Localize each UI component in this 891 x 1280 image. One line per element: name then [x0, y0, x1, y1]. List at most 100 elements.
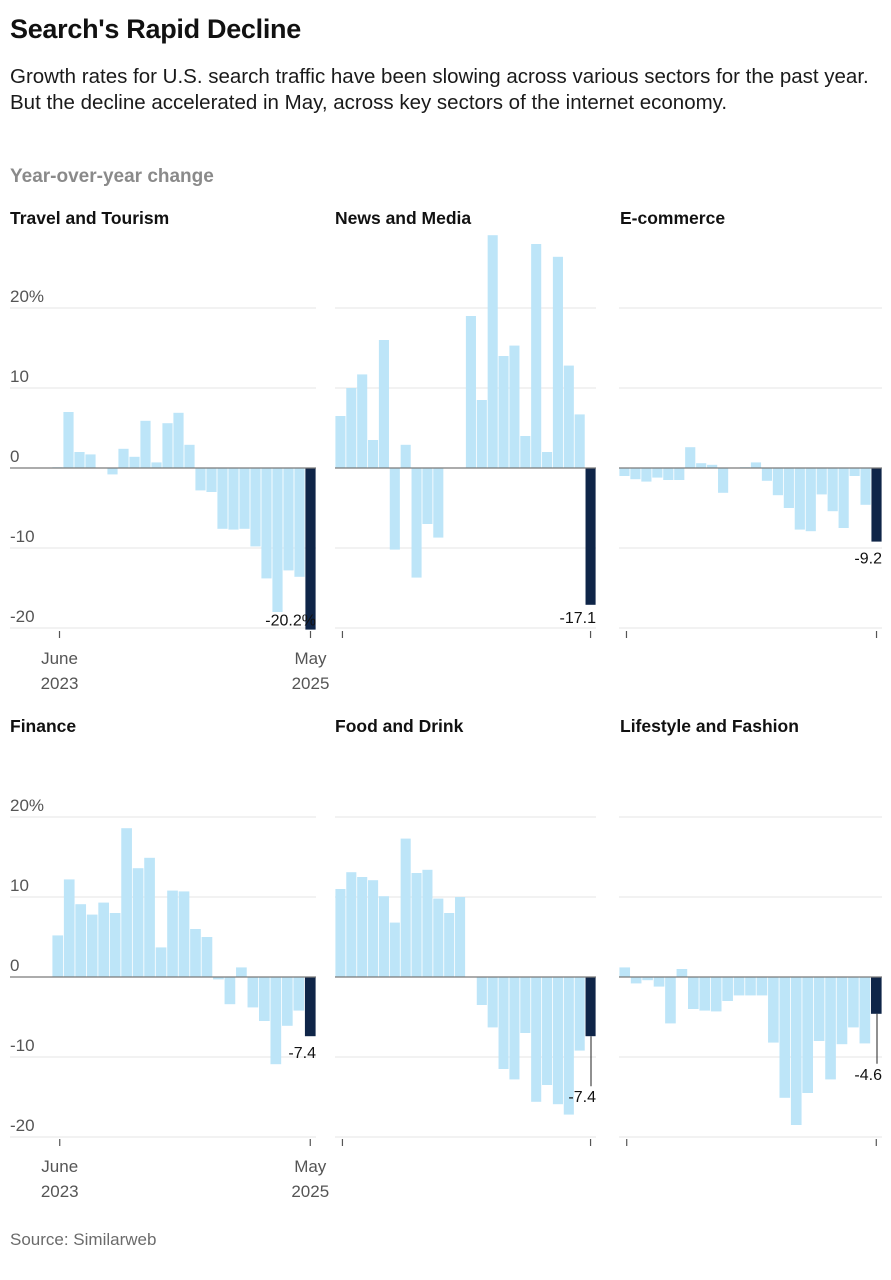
bar-food-and-drink: [433, 898, 444, 977]
bar-finance: [63, 879, 75, 977]
bar-finance: [236, 967, 247, 977]
bar-e-commerce: [674, 468, 685, 480]
bar-finance: [144, 857, 155, 977]
end-value-label: -4.6: [854, 1067, 882, 1084]
end-value-label: -7.4: [568, 1089, 596, 1106]
bar-news-and-media: [411, 468, 422, 578]
panel-title-news: News and Media: [335, 208, 472, 228]
bar-food-and-drink: [498, 977, 509, 1069]
bar-lifestyle-and-fashion: [813, 977, 825, 1041]
bar-food-and-drink: [378, 896, 389, 977]
bar-news-and-media: [433, 468, 444, 538]
bar-lifestyle-and-fashion: [870, 977, 882, 1014]
bar-news-and-media: [346, 388, 357, 468]
bar-e-commerce: [805, 468, 816, 532]
bar-news-and-media: [520, 436, 531, 468]
bar-news-and-media: [498, 356, 509, 468]
x-tick-label: May: [294, 649, 327, 668]
bar-news-and-media: [563, 365, 574, 468]
bar-finance: [109, 913, 121, 977]
end-value-label: -17.1: [560, 610, 597, 627]
y-axis-label: Year-over-year change: [10, 166, 214, 187]
source-note: Source: Similarweb: [10, 1230, 157, 1249]
bar-lifestyle-and-fashion: [653, 977, 665, 987]
bar-finance: [247, 977, 259, 1008]
bar-travel-and-tourism: [250, 468, 261, 547]
bar-e-commerce: [685, 447, 696, 468]
bar-travel-and-tourism: [228, 468, 239, 530]
bar-lifestyle-and-fashion: [836, 977, 848, 1045]
bar-news-and-media: [389, 468, 400, 550]
bar-travel-and-tourism: [85, 454, 96, 468]
bar-lifestyle-and-fashion: [859, 977, 871, 1044]
bar-finance: [293, 977, 305, 1011]
bar-finance: [304, 977, 316, 1037]
bar-e-commerce: [652, 468, 663, 478]
bar-news-and-media: [378, 340, 389, 468]
bar-finance: [178, 891, 190, 977]
x-tick-label: 2023: [41, 1182, 79, 1201]
bar-travel-and-tourism: [272, 468, 283, 612]
bar-travel-and-tourism: [173, 412, 184, 468]
bar-food-and-drink: [357, 877, 368, 977]
x-tick-label: 2025: [292, 674, 330, 693]
bar-food-and-drink: [531, 977, 542, 1102]
y-tick-label: -10: [10, 527, 35, 546]
bar-lifestyle-and-fashion: [768, 977, 779, 1043]
y-tick-label: -20: [10, 607, 35, 626]
end-value-label: -9.2: [854, 551, 882, 568]
bar-travel-and-tourism: [294, 468, 305, 577]
bar-travel-and-tourism: [107, 468, 118, 475]
bar-finance: [259, 977, 270, 1021]
bar-e-commerce: [871, 468, 882, 542]
bar-lifestyle-and-fashion: [665, 977, 676, 1024]
bar-food-and-drink: [389, 922, 400, 977]
bar-food-and-drink: [400, 838, 411, 977]
y-tick-label: -10: [10, 1036, 35, 1055]
bar-lifestyle-and-fashion: [619, 967, 631, 977]
bar-finance: [213, 977, 224, 980]
bar-finance: [121, 828, 132, 977]
bar-travel-and-tourism: [283, 468, 294, 571]
bar-food-and-drink: [585, 977, 596, 1037]
bar-e-commerce: [619, 468, 630, 476]
chart-title: Search's Rapid Decline: [10, 14, 301, 44]
bar-lifestyle-and-fashion: [722, 977, 733, 1001]
bar-food-and-drink: [455, 897, 466, 977]
bar-e-commerce: [783, 468, 794, 508]
bar-e-commerce: [663, 468, 674, 480]
y-tick-label: 0: [10, 447, 19, 466]
bar-lifestyle-and-fashion: [699, 977, 711, 1011]
bar-lifestyle-and-fashion: [790, 977, 802, 1125]
bar-finance: [201, 937, 213, 977]
bar-news-and-media: [465, 316, 476, 468]
bar-food-and-drink: [444, 913, 455, 977]
bar-lifestyle-and-fashion: [676, 969, 688, 977]
bar-travel-and-tourism: [63, 412, 74, 468]
bar-e-commerce: [794, 468, 805, 530]
bar-e-commerce: [838, 468, 849, 528]
bar-lifestyle-and-fashion: [848, 977, 859, 1028]
x-tick-label: May: [294, 1157, 327, 1176]
chart-subtitle: Growth rates for U.S. search traffic hav…: [10, 65, 869, 114]
bar-food-and-drink: [346, 872, 357, 977]
bar-e-commerce: [641, 468, 652, 482]
bar-news-and-media: [368, 440, 379, 468]
bar-e-commerce: [816, 468, 827, 495]
bar-news-and-media: [574, 414, 585, 468]
bar-e-commerce: [630, 468, 641, 480]
bar-lifestyle-and-fashion: [802, 977, 813, 1093]
bar-news-and-media: [531, 244, 542, 468]
bar-news-and-media: [509, 345, 520, 468]
y-tick-label: -20: [10, 1116, 35, 1135]
bar-finance: [86, 914, 98, 977]
bar-news-and-media: [552, 256, 563, 468]
bar-food-and-drink: [542, 977, 553, 1085]
panel-title-food: Food and Drink: [335, 716, 464, 736]
bar-e-commerce: [761, 468, 773, 481]
bar-news-and-media: [357, 374, 368, 468]
y-tick-label: 20%: [10, 796, 44, 815]
bar-travel-and-tourism: [129, 456, 140, 468]
bar-travel-and-tourism: [74, 452, 85, 468]
